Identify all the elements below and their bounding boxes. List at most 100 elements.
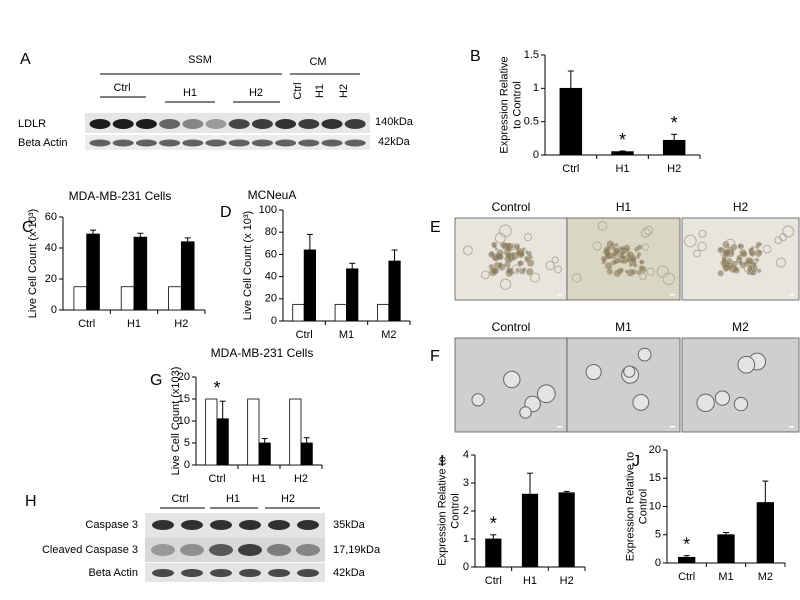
cell-cluster: [724, 249, 730, 255]
lane-label: Ctrl: [113, 82, 130, 94]
x-tick-label: H2: [294, 473, 308, 485]
bar: [388, 260, 401, 322]
error-bar: [527, 472, 533, 495]
cell: [499, 278, 512, 290]
band: [228, 119, 250, 129]
band: [181, 569, 203, 577]
panel-letter: I: [440, 453, 444, 470]
band: [205, 119, 227, 129]
bar: [756, 502, 774, 564]
y-tick-label: 5: [184, 437, 190, 449]
x-tick-label: Ctrl: [78, 318, 95, 330]
cell-cluster: [632, 263, 638, 268]
bar: [120, 286, 135, 311]
panel-letter: H: [25, 493, 37, 510]
band: [182, 119, 204, 129]
x-tick-label: Ctrl: [678, 571, 695, 583]
panel-letter: C: [22, 219, 34, 236]
band: [89, 119, 111, 129]
significance-mark: *: [683, 534, 690, 554]
image-label: M1: [615, 320, 632, 334]
image-label: M2: [732, 320, 749, 334]
cell-cluster: [517, 261, 522, 266]
bar: [611, 151, 634, 156]
cell-cluster: [505, 269, 514, 277]
cell: [762, 244, 772, 254]
scale-bar: [557, 294, 562, 296]
row-label: Beta Actin: [18, 137, 68, 149]
image-label: Control: [492, 200, 531, 214]
cell-cluster: [513, 244, 519, 250]
cell-cluster: [527, 259, 535, 267]
cell: [782, 225, 795, 238]
micrograph: [566, 337, 681, 433]
spheroid: [733, 396, 749, 412]
cell-cluster: [621, 254, 626, 259]
cell-cluster: [504, 255, 511, 263]
band: [228, 139, 250, 147]
cell-cluster: [636, 244, 643, 250]
bar: [662, 139, 686, 156]
spheroid: [714, 390, 731, 406]
cell-cluster: [492, 267, 499, 275]
image-label: H2: [733, 200, 749, 214]
cell-cluster: [516, 250, 525, 258]
x-tick-label: H1: [252, 473, 266, 485]
y-tick-label: 10: [649, 500, 661, 512]
cell-cluster: [755, 244, 760, 249]
significance-mark: *: [619, 130, 626, 150]
band: [181, 520, 203, 530]
x-tick-label: M2: [758, 571, 773, 583]
y-axis-label: Live Cell Count (x103): [170, 367, 182, 476]
y-tick-label: 1: [463, 533, 469, 545]
lane-label: H1: [314, 84, 326, 98]
bar: [292, 303, 305, 322]
error-bar: [184, 237, 191, 242]
band: [275, 119, 297, 129]
band: [298, 139, 320, 147]
cell: [720, 247, 732, 259]
y-tick-label: 4: [463, 449, 469, 461]
bar: [247, 398, 260, 466]
cell: [510, 243, 518, 251]
band: [159, 139, 181, 147]
y-tick-label: 60: [265, 248, 277, 260]
spheroid: [471, 393, 485, 407]
cell-cluster: [522, 247, 526, 251]
bar: [717, 534, 735, 564]
bar: [258, 442, 271, 466]
cell-cluster: [600, 255, 607, 262]
cell-cluster: [626, 269, 635, 277]
cell: [597, 221, 608, 231]
cell-cluster: [627, 251, 634, 259]
spheroid: [696, 393, 715, 413]
spheroid: [623, 365, 636, 378]
y-tick-label: 0: [51, 304, 57, 316]
scale-bar: [789, 294, 794, 296]
error-bar: [391, 249, 398, 262]
image-label: Control: [492, 320, 531, 334]
bar: [216, 418, 229, 466]
cell: [463, 245, 473, 256]
x-tick-label: Ctrl: [208, 473, 225, 485]
cell-cluster: [624, 269, 628, 273]
band: [239, 520, 261, 530]
blot: [145, 513, 325, 538]
bar: [559, 87, 583, 156]
band: [135, 139, 157, 147]
panel-letter: A: [20, 51, 31, 68]
cell-cluster: [526, 268, 534, 276]
spheroid: [519, 406, 532, 419]
cell-cluster: [601, 260, 606, 265]
size-label: 42kDa: [378, 136, 411, 148]
cell-cluster: [504, 261, 511, 268]
y-tick-label: 5: [655, 529, 661, 541]
error-bar: [261, 438, 268, 443]
cell-cluster: [717, 270, 724, 277]
bar: [346, 268, 359, 322]
x-tick-label: H1: [523, 575, 537, 587]
cell: [646, 267, 655, 276]
cell: [641, 243, 649, 251]
lane-label: H2: [249, 87, 263, 99]
